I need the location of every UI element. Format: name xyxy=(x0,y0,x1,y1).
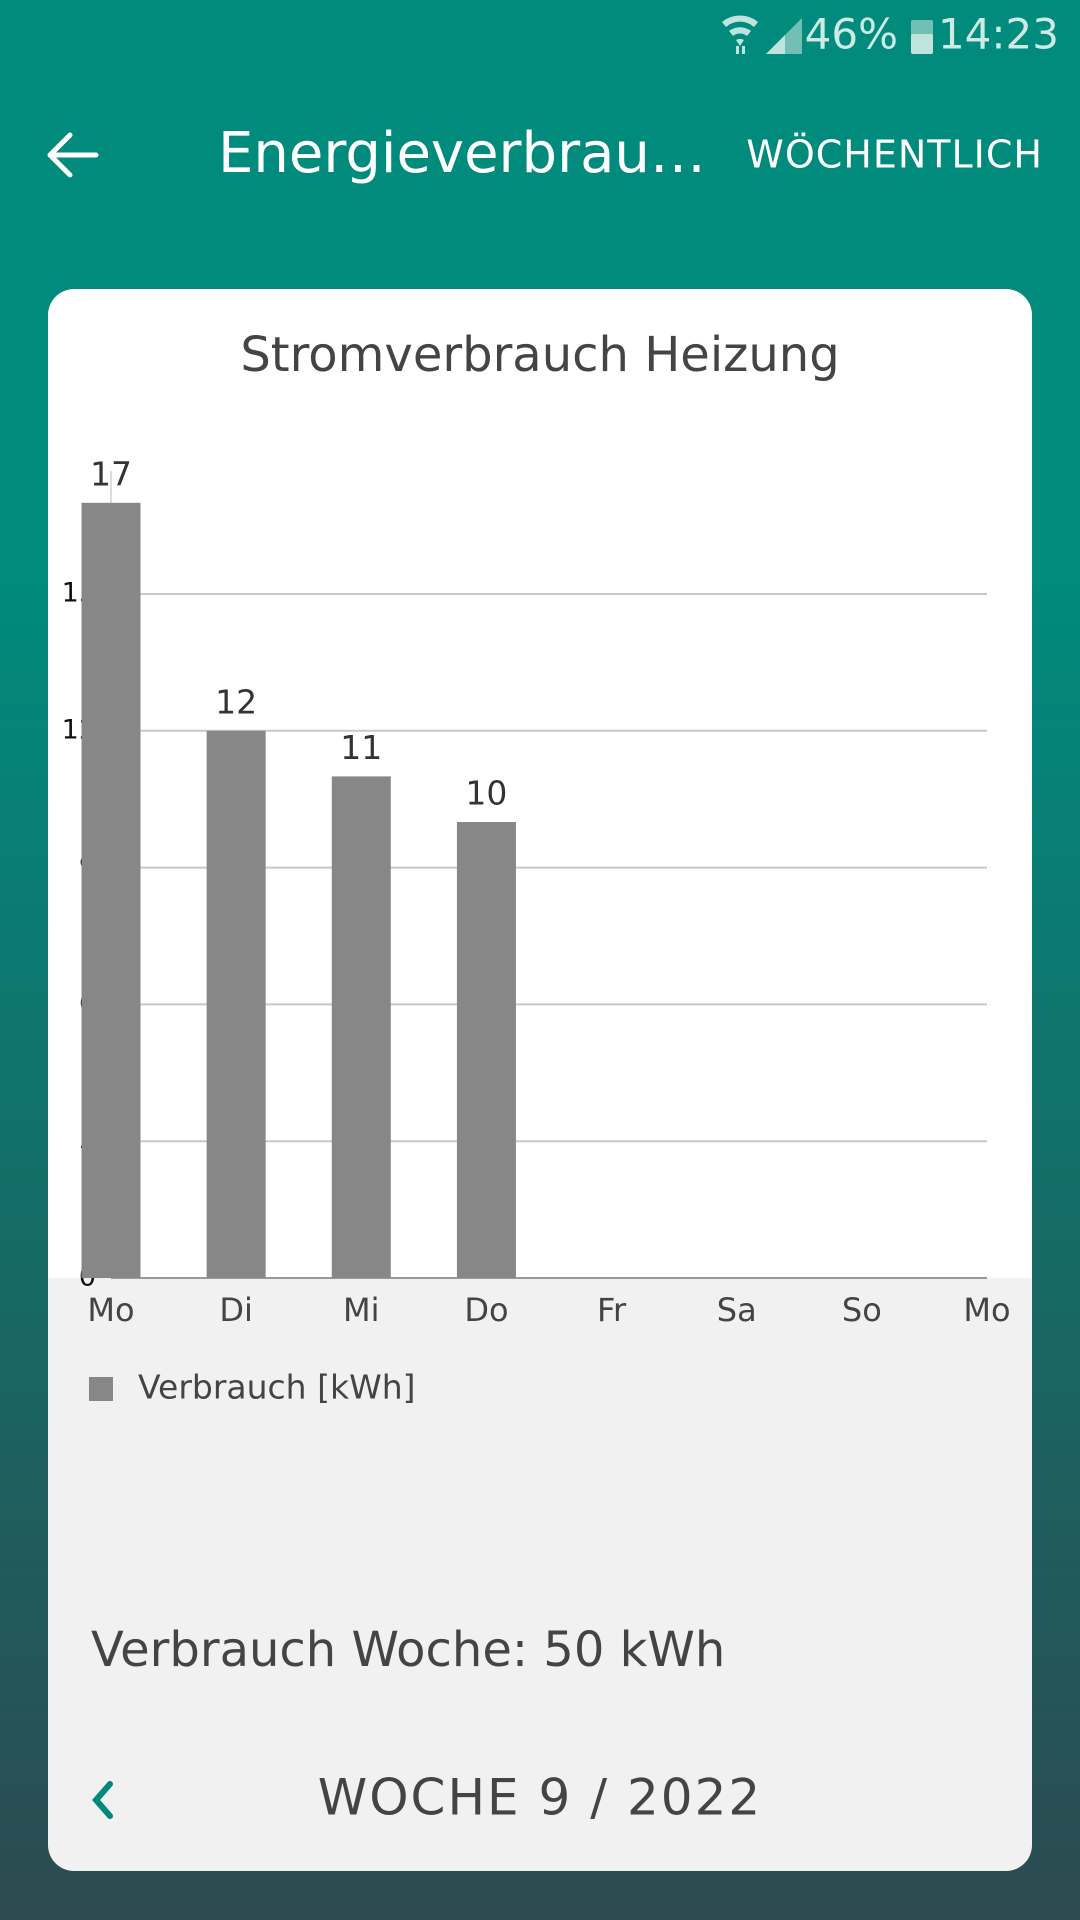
card-bottom xyxy=(48,1278,1032,1871)
period-selector[interactable]: WÖCHENTLICH xyxy=(746,133,1043,177)
value-label: 11 xyxy=(340,728,382,767)
bar xyxy=(331,776,391,1278)
x-tick-label: Mo xyxy=(87,1291,134,1329)
clock: 14:23 xyxy=(938,10,1059,59)
chart: 03691215MoDiMiDoFrSaSoMo17121110Verbrauc… xyxy=(62,454,1011,1406)
value-label: 12 xyxy=(215,682,257,721)
week-summary: Verbrauch Woche: 50 kWh xyxy=(91,1622,725,1678)
bar xyxy=(81,502,141,1278)
x-tick-label: Do xyxy=(464,1291,508,1329)
card-top xyxy=(48,289,1032,1278)
bar xyxy=(456,822,516,1278)
legend-label: Verbrauch [kWh] xyxy=(138,1368,416,1407)
x-tick-label: Fr xyxy=(597,1291,627,1329)
week-label: WOCHE 9 / 2022 xyxy=(318,1769,762,1827)
value-label: 10 xyxy=(465,774,507,813)
x-tick-label: Di xyxy=(219,1291,253,1329)
bar xyxy=(206,730,266,1278)
x-tick-label: Mi xyxy=(343,1291,380,1329)
legend-swatch xyxy=(89,1377,113,1401)
back-button[interactable] xyxy=(47,132,99,178)
battery-level: 46% xyxy=(805,10,898,59)
x-tick-label: So xyxy=(842,1291,882,1329)
value-label: 17 xyxy=(90,454,132,493)
x-tick-label: Sa xyxy=(717,1291,757,1329)
x-tick-label: Mo xyxy=(963,1291,1010,1329)
previous-week[interactable] xyxy=(92,1781,113,1819)
status-icons xyxy=(722,15,933,54)
app-title: Energieverbrau… xyxy=(218,121,706,186)
chart-title: Stromverbrauch Heizung xyxy=(240,327,839,383)
